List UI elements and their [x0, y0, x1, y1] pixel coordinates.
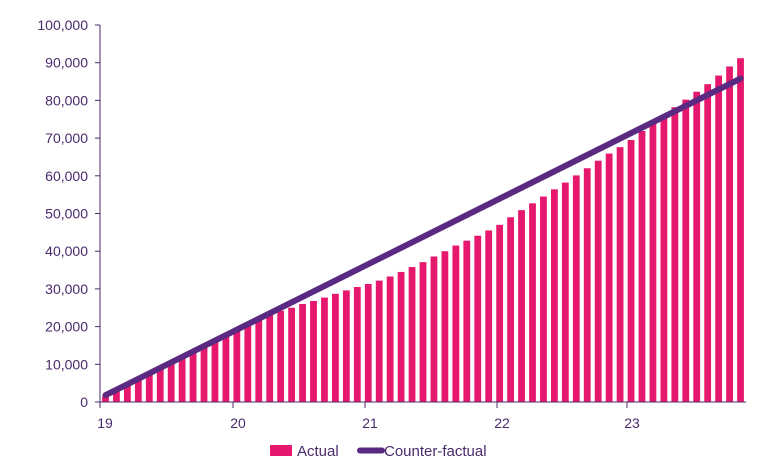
- y-tick-label: 10,000: [45, 356, 88, 372]
- actual-bar: [507, 217, 514, 402]
- y-tick-label: 50,000: [45, 206, 88, 222]
- actual-bar: [353, 287, 361, 402]
- actual-bar: [189, 351, 197, 402]
- actual-bar: [386, 276, 394, 402]
- actual-bar: [704, 84, 712, 402]
- actual-bar: [649, 123, 657, 403]
- legend-label-actual: Actual: [297, 443, 339, 460]
- actual-bar: [463, 240, 471, 402]
- actual-bar: [540, 196, 547, 402]
- actual-bar: [551, 189, 558, 402]
- actual-bar: [627, 139, 635, 403]
- y-tick-label: 20,000: [45, 319, 88, 335]
- actual-bar: [178, 356, 186, 402]
- axes: [95, 24, 746, 408]
- actual-bar: [474, 235, 482, 402]
- actual-bar: [211, 339, 219, 402]
- actual-bar: [485, 230, 493, 402]
- actual-bar: [561, 182, 569, 402]
- actual-bar: [594, 160, 602, 402]
- y-tick-label: 0: [80, 394, 88, 410]
- y-tick-label: 30,000: [45, 281, 88, 297]
- actual-bar: [342, 290, 350, 402]
- actual-bar: [737, 58, 744, 403]
- actual-bar: [616, 147, 624, 402]
- y-tick-label: 40,000: [45, 243, 88, 259]
- actual-bar: [638, 130, 646, 402]
- actual-bar: [726, 66, 733, 402]
- y-tick-label: 60,000: [45, 168, 88, 184]
- legend-label-counterfactual: Counter-factual: [384, 443, 487, 460]
- actual-bar: [397, 271, 405, 402]
- actual-bar: [572, 175, 580, 402]
- actual-bar: [441, 251, 449, 402]
- actual-bar: [277, 310, 285, 402]
- actual-bar: [693, 91, 701, 402]
- actual-bar: [244, 322, 252, 402]
- actual-bar: [583, 168, 591, 402]
- actual-bars: [102, 58, 744, 403]
- actual-bar: [310, 300, 317, 402]
- actual-bar: [123, 385, 131, 402]
- x-tick-label: 19: [97, 415, 113, 431]
- actual-bar: [408, 267, 416, 402]
- actual-bar: [145, 373, 153, 402]
- actual-bar: [299, 303, 306, 402]
- actual-bar: [529, 203, 536, 402]
- legend: Actual Counter-factual: [270, 443, 487, 460]
- actual-bar: [430, 256, 438, 402]
- actual-bar: [156, 368, 164, 402]
- actual-bar: [364, 284, 372, 402]
- actual-bar: [682, 99, 690, 403]
- actual-bar: [222, 334, 230, 402]
- actual-bar: [255, 317, 263, 402]
- actual-bar: [288, 307, 296, 402]
- actual-bar: [419, 262, 427, 402]
- actual-bar: [233, 328, 241, 402]
- actual-bar: [605, 153, 613, 402]
- y-tick-label: 70,000: [45, 130, 88, 146]
- actual-bar: [452, 245, 460, 402]
- actual-bar: [332, 293, 339, 402]
- counterfactual-line: [102, 75, 744, 399]
- actual-bar: [660, 115, 668, 402]
- actual-bar: [134, 379, 142, 402]
- x-tick-label: 23: [624, 415, 640, 431]
- x-tick-labels: 19 20 21 22 23: [97, 415, 640, 431]
- actual-bar: [321, 297, 328, 402]
- actual-bar: [375, 280, 383, 402]
- y-tick-labels: 0 10,000 20,000 30,000 40,000 50,000 60,000 70,…: [37, 17, 88, 410]
- y-tick-label: 100,000: [37, 17, 88, 33]
- actual-bar: [102, 396, 109, 402]
- y-tick-label: 80,000: [45, 92, 88, 108]
- x-tick-label: 20: [230, 415, 246, 431]
- x-tick-label: 22: [494, 415, 510, 431]
- legend-swatch-actual: [270, 445, 292, 456]
- x-tick-label: 21: [362, 415, 378, 431]
- y-tick-label: 90,000: [45, 55, 88, 71]
- actual-bar: [113, 390, 120, 402]
- counterfactual-line-layer: [102, 75, 744, 399]
- actual-bar: [715, 75, 723, 403]
- actual-bar: [266, 314, 274, 402]
- actual-bar: [200, 345, 208, 402]
- actual-bar: [496, 224, 504, 402]
- actual-bar: [167, 362, 175, 402]
- actual-bar: [518, 210, 525, 402]
- actual-bar: [671, 107, 679, 402]
